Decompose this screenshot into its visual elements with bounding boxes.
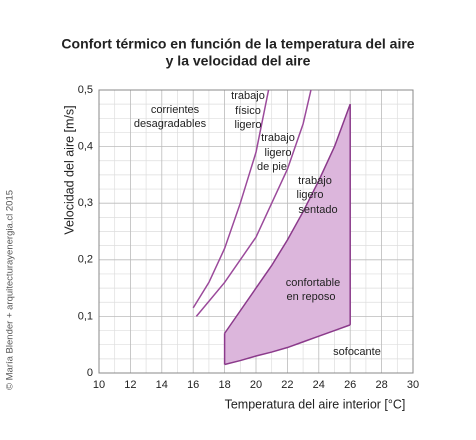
annotation: sentado	[298, 204, 337, 216]
annotation: trabajo	[231, 90, 265, 102]
annotation: desagradables	[134, 118, 207, 130]
annotation: corrientes	[151, 104, 200, 116]
x-tick-label: 12	[124, 379, 136, 391]
chart-subtitle: y la velocidad del aire	[166, 53, 311, 69]
x-tick-label: 16	[187, 379, 199, 391]
annotation: ligero	[297, 189, 324, 201]
x-tick-label: 20	[250, 379, 262, 391]
annotation: ligero	[265, 147, 292, 159]
annotation: de pie	[257, 161, 287, 173]
annotation: ligero	[235, 119, 262, 131]
curve	[192, 89, 270, 309]
y-tick-label: 0,3	[78, 197, 93, 209]
annotation: en reposo	[287, 291, 336, 303]
annotation: trabajo	[261, 132, 295, 144]
comfort-area	[224, 104, 351, 365]
y-tick-label: 0	[87, 367, 93, 379]
x-tick-label: 30	[407, 379, 419, 391]
x-axis-label: Temperatura del aire interior [°C]	[225, 397, 406, 411]
annotation: trabajo	[298, 175, 332, 187]
curve	[223, 103, 351, 334]
x-tick-label: 22	[281, 379, 293, 391]
y-tick-label: 0,1	[78, 310, 93, 322]
x-tick-label: 24	[313, 379, 325, 391]
annotation: sofocante	[333, 346, 381, 358]
x-tick-label: 14	[156, 379, 168, 391]
y-axis-label: Velocidad del aire [m/s]	[62, 105, 76, 234]
annotation: confortable	[286, 277, 340, 289]
y-tick-label: 0,2	[78, 254, 93, 266]
curve	[195, 89, 312, 317]
x-tick-label: 26	[344, 379, 356, 391]
curve	[224, 324, 351, 366]
x-tick-label: 10	[93, 379, 105, 391]
y-tick-label: 0,5	[78, 84, 93, 96]
plot-frame	[98, 89, 414, 374]
chart-title: Confort térmico en función de la tempera…	[61, 36, 414, 52]
x-tick-label: 28	[375, 379, 387, 391]
credit: © María Blender + arquitecturayenergia.c…	[5, 190, 16, 390]
annotation: físico	[235, 105, 261, 117]
y-tick-label: 0,4	[78, 141, 93, 153]
x-tick-label: 18	[218, 379, 230, 391]
